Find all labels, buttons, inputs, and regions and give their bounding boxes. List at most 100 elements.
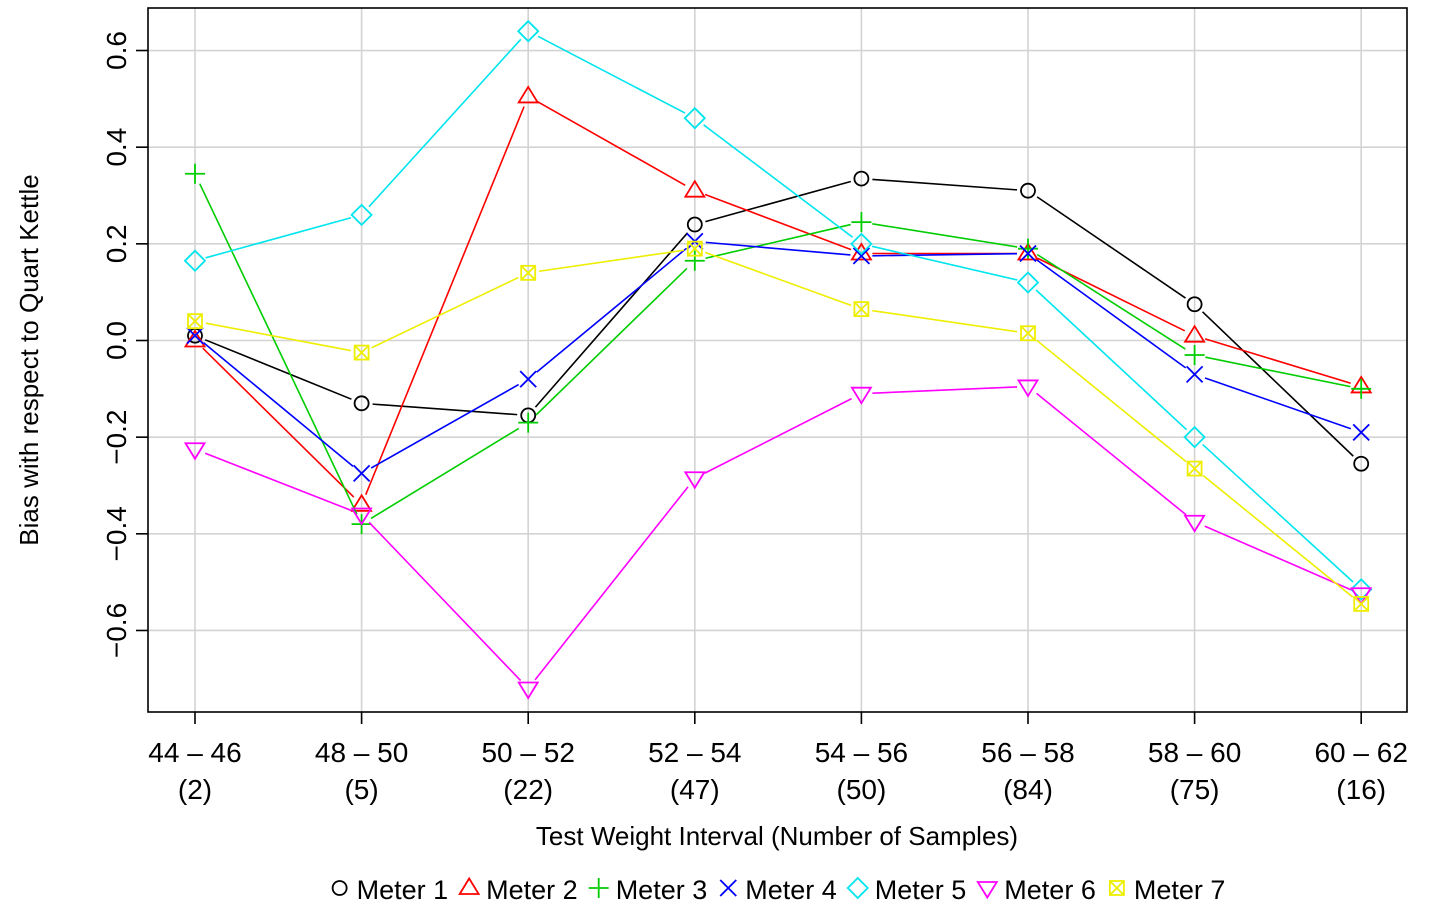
series-meter-7 xyxy=(187,240,1370,612)
legend-item-meter-3: Meter 3 xyxy=(588,875,708,905)
series-line-segment xyxy=(538,249,685,273)
data-point xyxy=(350,493,373,512)
series-line-segment xyxy=(1205,356,1351,388)
data-point xyxy=(1186,296,1203,313)
series-line-segment xyxy=(202,347,355,498)
data-point xyxy=(1016,271,1040,294)
plot-frame xyxy=(147,7,1408,713)
series-group xyxy=(183,19,1373,700)
y-axis: −0.6 −0.4 −0.2 0.0 0.2 0.4 0.6 xyxy=(101,31,148,658)
data-point xyxy=(353,395,370,412)
series-line-segment xyxy=(1204,377,1352,430)
data-point xyxy=(686,240,703,257)
series-line-segment xyxy=(365,106,525,495)
series-line-segment xyxy=(204,339,352,400)
series-line-segment xyxy=(534,232,689,408)
series-line-segment xyxy=(371,276,519,349)
x-tick-label: 52 – 54 xyxy=(648,737,741,768)
y-tick-label: −0.6 xyxy=(101,603,132,658)
legend-label: Meter 1 xyxy=(357,875,449,905)
y-tick-label: 0.2 xyxy=(101,224,132,263)
y-tick-label: −0.2 xyxy=(101,410,132,465)
data-point xyxy=(1019,244,1037,263)
x-tick-label: 44 – 46 xyxy=(148,737,241,768)
data-point xyxy=(850,232,873,256)
data-point xyxy=(852,247,871,265)
legend-label: Meter 5 xyxy=(875,875,967,905)
data-point xyxy=(350,507,373,526)
data-point xyxy=(853,301,870,317)
series-meter-3 xyxy=(185,163,1372,535)
data-point xyxy=(850,386,873,405)
series-line-segment xyxy=(1036,196,1186,299)
x-axis-title: Test Weight Interval (Number of Samples) xyxy=(536,821,1018,851)
series-line-segment xyxy=(1204,525,1352,591)
series-line-segment xyxy=(205,322,351,352)
data-point xyxy=(1186,460,1203,477)
legend-symbol xyxy=(588,878,609,898)
legend-label: Meter 2 xyxy=(486,875,578,905)
series-line-segment xyxy=(1201,311,1354,457)
data-point xyxy=(683,471,706,490)
series-meter-1 xyxy=(187,170,1370,472)
series-line-segment xyxy=(204,452,352,512)
series-line-segment xyxy=(534,486,689,681)
data-point xyxy=(350,203,373,227)
data-point xyxy=(353,344,370,361)
x-tick-sample-count: (2) xyxy=(178,774,212,805)
legend-item-meter-6: Meter 6 xyxy=(976,875,1096,905)
legend: Meter 1 Meter 2 Meter 3 Meter 4 Meter 5 Meter… xyxy=(331,875,1225,905)
series-line-segment xyxy=(205,216,352,259)
legend-item-meter-5: Meter 5 xyxy=(846,875,967,905)
data-point xyxy=(1185,365,1204,383)
x-tick-sample-count: (75) xyxy=(1170,774,1220,805)
data-point xyxy=(686,216,703,233)
x-tick-sample-count: (22) xyxy=(503,774,553,805)
series-line-segment xyxy=(703,124,854,238)
legend-label: Meter 3 xyxy=(616,875,708,905)
series-line-segment xyxy=(535,267,688,416)
x-tick-sample-count: (47) xyxy=(670,774,720,805)
y-tick-label: −0.4 xyxy=(101,506,132,561)
data-point xyxy=(516,19,540,43)
legend-item-meter-7: Meter 7 xyxy=(1108,875,1225,905)
series-line-segment xyxy=(370,427,520,520)
legend-symbol xyxy=(976,881,999,900)
legend-symbol xyxy=(719,879,737,897)
x-axis: 44 – 46 (2) 48 – 50 (5) 50 – 52 (22) 52 – 54 (4… xyxy=(148,712,1408,805)
series-line-segment xyxy=(1202,474,1354,598)
data-point xyxy=(1183,514,1206,533)
data-point xyxy=(183,442,207,461)
series-line-segment xyxy=(1036,392,1187,516)
x-tick-label: 60 – 62 xyxy=(1314,737,1407,768)
data-point xyxy=(1016,242,1040,261)
data-point xyxy=(1352,423,1370,441)
x-tick-sample-count: (16) xyxy=(1336,774,1386,805)
data-point xyxy=(853,170,870,187)
data-point xyxy=(183,329,207,348)
y-tick-label: 0.4 xyxy=(101,128,132,167)
data-point xyxy=(1353,455,1370,472)
x-tick-label: 50 – 52 xyxy=(481,737,574,768)
y-axis-title: Bias with respect to Quart Kettle xyxy=(14,174,44,545)
grid xyxy=(148,8,1407,712)
data-point xyxy=(1020,325,1036,342)
series-line-segment xyxy=(704,193,852,251)
series-line-segment xyxy=(368,521,522,682)
data-point xyxy=(1350,587,1373,606)
series-line-segment xyxy=(1036,259,1187,369)
series-line-segment xyxy=(872,309,1018,333)
legend-label: Meter 6 xyxy=(1004,875,1096,905)
data-point xyxy=(517,85,540,104)
legend-label: Meter 4 xyxy=(745,875,837,905)
data-point xyxy=(520,264,537,281)
series-line-segment xyxy=(1036,253,1186,350)
x-tick-sample-count: (84) xyxy=(1003,774,1053,805)
series-meter-5 xyxy=(183,19,1373,601)
series-line-segment xyxy=(199,183,358,515)
data-point xyxy=(1016,379,1040,398)
x-tick-label: 48 – 50 xyxy=(315,737,408,768)
data-point xyxy=(352,464,371,483)
legend-symbol xyxy=(331,880,348,896)
